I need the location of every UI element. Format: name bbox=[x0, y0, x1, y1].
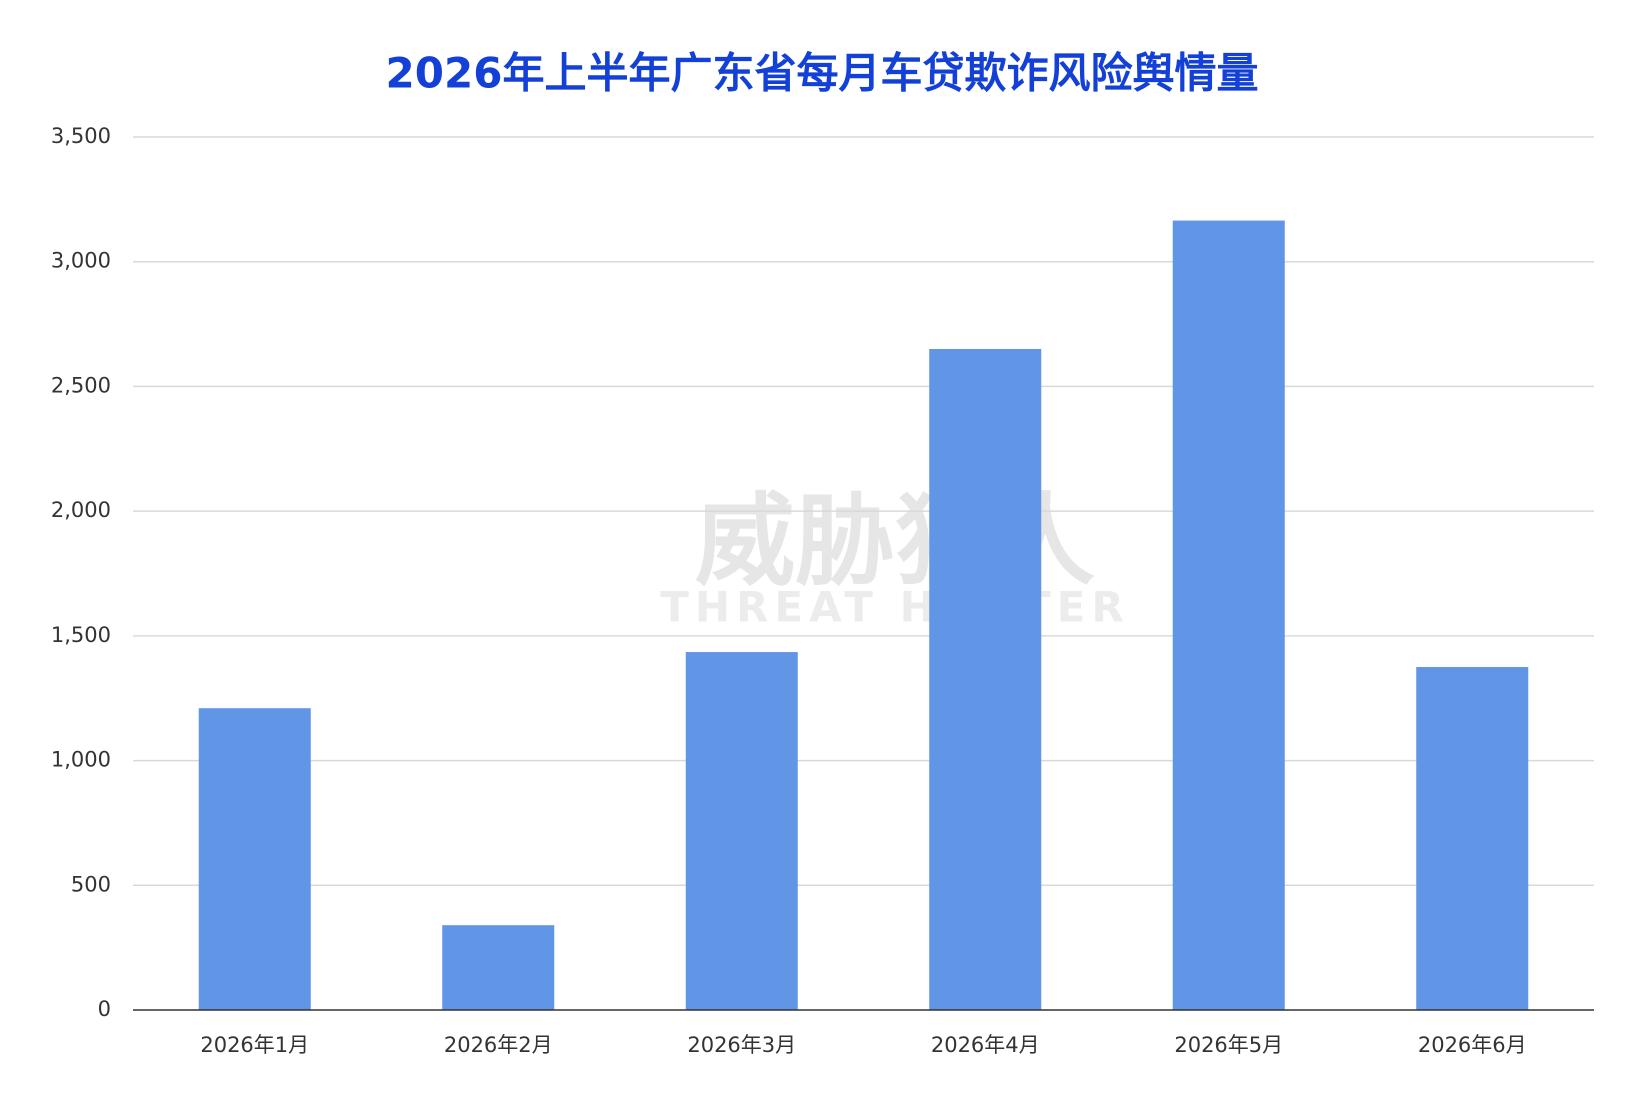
bar bbox=[685, 652, 798, 1010]
x-tick-label: 2026年6月 bbox=[1418, 1033, 1527, 1057]
y-tick-label: 1,000 bbox=[51, 748, 111, 772]
bar bbox=[1172, 220, 1285, 1010]
y-tick-label: 1,500 bbox=[51, 623, 111, 647]
y-tick-label: 0 bbox=[98, 997, 111, 1021]
bar bbox=[929, 349, 1042, 1010]
x-tick-label: 2026年5月 bbox=[1174, 1033, 1283, 1057]
watermark: THREAT HUNTER bbox=[660, 583, 1129, 632]
y-tick-label: 2,000 bbox=[51, 498, 111, 522]
bar bbox=[1416, 667, 1529, 1010]
x-tick-label: 2026年4月 bbox=[931, 1033, 1040, 1057]
bar bbox=[198, 708, 311, 1010]
chart-title: 2026年上半年广东省每月车贷欺诈风险舆情量 bbox=[386, 49, 1259, 98]
y-tick-label: 3,000 bbox=[51, 249, 111, 273]
x-tick-label: 2026年1月 bbox=[200, 1033, 309, 1057]
bar bbox=[442, 925, 555, 1010]
x-tick-label: 2026年2月 bbox=[444, 1033, 553, 1057]
y-tick-label: 500 bbox=[71, 872, 111, 896]
y-tick-label: 3,500 bbox=[51, 124, 111, 148]
y-tick-label: 2,500 bbox=[51, 373, 111, 397]
x-tick-label: 2026年3月 bbox=[687, 1033, 796, 1057]
